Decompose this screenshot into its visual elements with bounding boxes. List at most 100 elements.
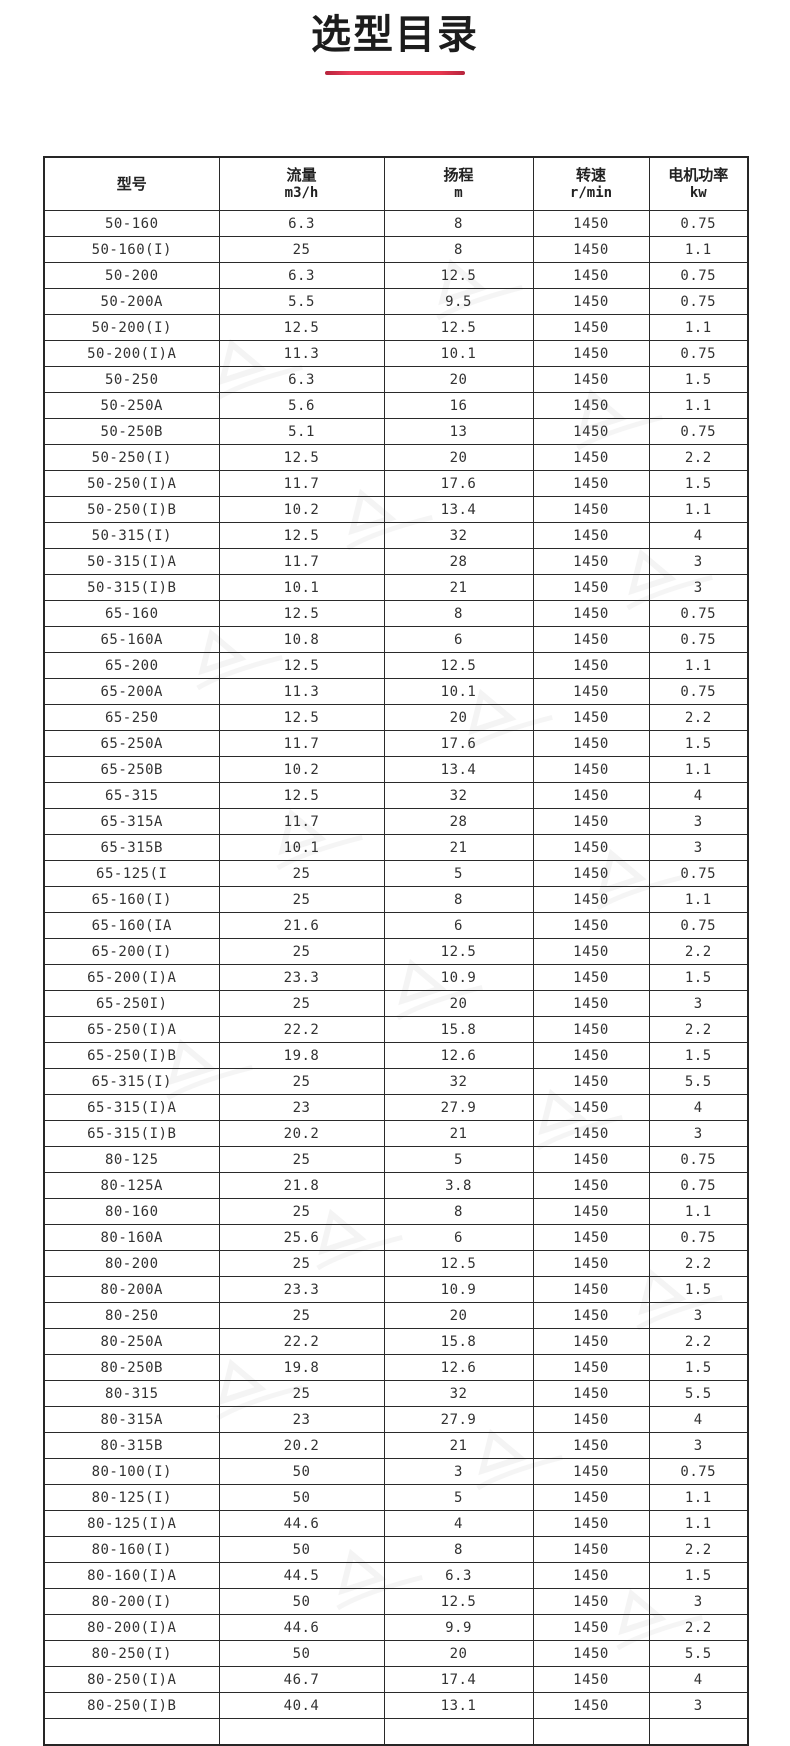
cell: 1.5 xyxy=(648,1354,749,1381)
cell: 0.75 xyxy=(648,210,749,237)
table-row: 50-160 6.3 8 1450 0.75 xyxy=(43,210,749,237)
cell: 80-100(I) xyxy=(43,1458,220,1485)
column-header: 电机功率 kw xyxy=(648,156,749,211)
cell: 15.8 xyxy=(383,1328,534,1355)
cell: 10.9 xyxy=(383,964,534,991)
table-row: 65-200(I) 25 12.5 1450 2.2 xyxy=(43,938,749,965)
cell: 4 xyxy=(383,1510,534,1537)
table-row: 65-250B 10.2 13.4 1450 1.1 xyxy=(43,756,749,783)
cell: 0.75 xyxy=(648,600,749,627)
cell: 44.6 xyxy=(218,1510,385,1537)
cell: 80-250 xyxy=(43,1302,220,1329)
cell: 17.4 xyxy=(383,1666,534,1693)
cell: 32 xyxy=(383,522,534,549)
cell: 65-250(I)B xyxy=(43,1042,220,1069)
cell: 50-200A xyxy=(43,288,220,315)
cell: 2.2 xyxy=(648,444,749,471)
cell: 1450 xyxy=(532,1250,650,1277)
table-row: 50-315(I) 12.5 32 1450 4 xyxy=(43,522,749,549)
cell: 65-315B xyxy=(43,834,220,861)
cell: 1450 xyxy=(532,1484,650,1511)
cell: 80-200 xyxy=(43,1250,220,1277)
cell: 50 xyxy=(218,1458,385,1485)
cell: 0.75 xyxy=(648,1224,749,1251)
cell: 1450 xyxy=(532,392,650,419)
cell xyxy=(383,1718,534,1746)
cell: 5 xyxy=(383,1484,534,1511)
cell: 8 xyxy=(383,600,534,627)
cell xyxy=(43,1718,220,1746)
cell: 20.2 xyxy=(218,1120,385,1147)
cell: 80-200(I) xyxy=(43,1588,220,1615)
table-row: 80-125A 21.8 3.8 1450 0.75 xyxy=(43,1172,749,1199)
column-header: 型号 xyxy=(43,156,220,211)
cell: 4 xyxy=(648,522,749,549)
cell: 12.5 xyxy=(218,704,385,731)
cell: 3.8 xyxy=(383,1172,534,1199)
cell: 1450 xyxy=(532,912,650,939)
cell: 4 xyxy=(648,1406,749,1433)
cell: 6.3 xyxy=(218,262,385,289)
cell: 80-200A xyxy=(43,1276,220,1303)
cell: 50-250(I)A xyxy=(43,470,220,497)
cell: 1.5 xyxy=(648,470,749,497)
cell: 0.75 xyxy=(648,1172,749,1199)
table-row: 65-315A 11.7 28 1450 3 xyxy=(43,808,749,835)
cell: 2.2 xyxy=(648,704,749,731)
cell: 0.75 xyxy=(648,1458,749,1485)
cell: 25 xyxy=(218,860,385,887)
cell: 50-200(I) xyxy=(43,314,220,341)
cell: 2.2 xyxy=(648,1614,749,1641)
cell: 12.5 xyxy=(383,652,534,679)
cell: 1450 xyxy=(532,1068,650,1095)
cell: 80-250(I) xyxy=(43,1640,220,1667)
cell: 3 xyxy=(648,1692,749,1719)
cell: 10.8 xyxy=(218,626,385,653)
table-row: 80-250 25 20 1450 3 xyxy=(43,1302,749,1329)
cell: 80-125 xyxy=(43,1146,220,1173)
cell: 12.6 xyxy=(383,1354,534,1381)
table-row: 80-200(I) 50 12.5 1450 3 xyxy=(43,1588,749,1615)
cell: 20 xyxy=(383,1640,534,1667)
cell: 1450 xyxy=(532,1432,650,1459)
cell: 21.6 xyxy=(218,912,385,939)
cell: 8 xyxy=(383,236,534,263)
cell: 1450 xyxy=(532,1016,650,1043)
table-row: 65-315(I)B 20.2 21 1450 3 xyxy=(43,1120,749,1147)
cell: 20 xyxy=(383,1302,534,1329)
table-row: 65-160 12.5 8 1450 0.75 xyxy=(43,600,749,627)
cell: 50 xyxy=(218,1640,385,1667)
cell: 1.1 xyxy=(648,886,749,913)
cell: 2.2 xyxy=(648,1536,749,1563)
table-row: 80-250B 19.8 12.6 1450 1.5 xyxy=(43,1354,749,1381)
cell: 1450 xyxy=(532,1536,650,1563)
table-row: 50-250B 5.1 13 1450 0.75 xyxy=(43,418,749,445)
table-row: 80-100(I) 50 3 1450 0.75 xyxy=(43,1458,749,1485)
cell: 23 xyxy=(218,1094,385,1121)
cell: 1450 xyxy=(532,860,650,887)
cell: 20 xyxy=(383,366,534,393)
cell: 10.1 xyxy=(218,834,385,861)
cell: 65-160(IA xyxy=(43,912,220,939)
column-header-label: 扬程 xyxy=(443,167,474,184)
cell: 65-315A xyxy=(43,808,220,835)
cell: 1450 xyxy=(532,1692,650,1719)
table-row: 80-160A 25.6 6 1450 0.75 xyxy=(43,1224,749,1251)
cell: 80-250(I)B xyxy=(43,1692,220,1719)
column-header-unit: kw xyxy=(689,185,707,201)
cell: 46.7 xyxy=(218,1666,385,1693)
cell: 1450 xyxy=(532,548,650,575)
cell: 1450 xyxy=(532,782,650,809)
cell: 50 xyxy=(218,1588,385,1615)
cell: 8 xyxy=(383,1198,534,1225)
table-row: 80-315A 23 27.9 1450 4 xyxy=(43,1406,749,1433)
column-header: 转速 r/min xyxy=(532,156,650,211)
cell: 12.5 xyxy=(383,262,534,289)
cell: 10.9 xyxy=(383,1276,534,1303)
cell: 1.1 xyxy=(648,236,749,263)
table-row: 80-315 25 32 1450 5.5 xyxy=(43,1380,749,1407)
cell: 1.1 xyxy=(648,756,749,783)
cell: 19.8 xyxy=(218,1042,385,1069)
cell: 80-315B xyxy=(43,1432,220,1459)
cell: 1450 xyxy=(532,366,650,393)
